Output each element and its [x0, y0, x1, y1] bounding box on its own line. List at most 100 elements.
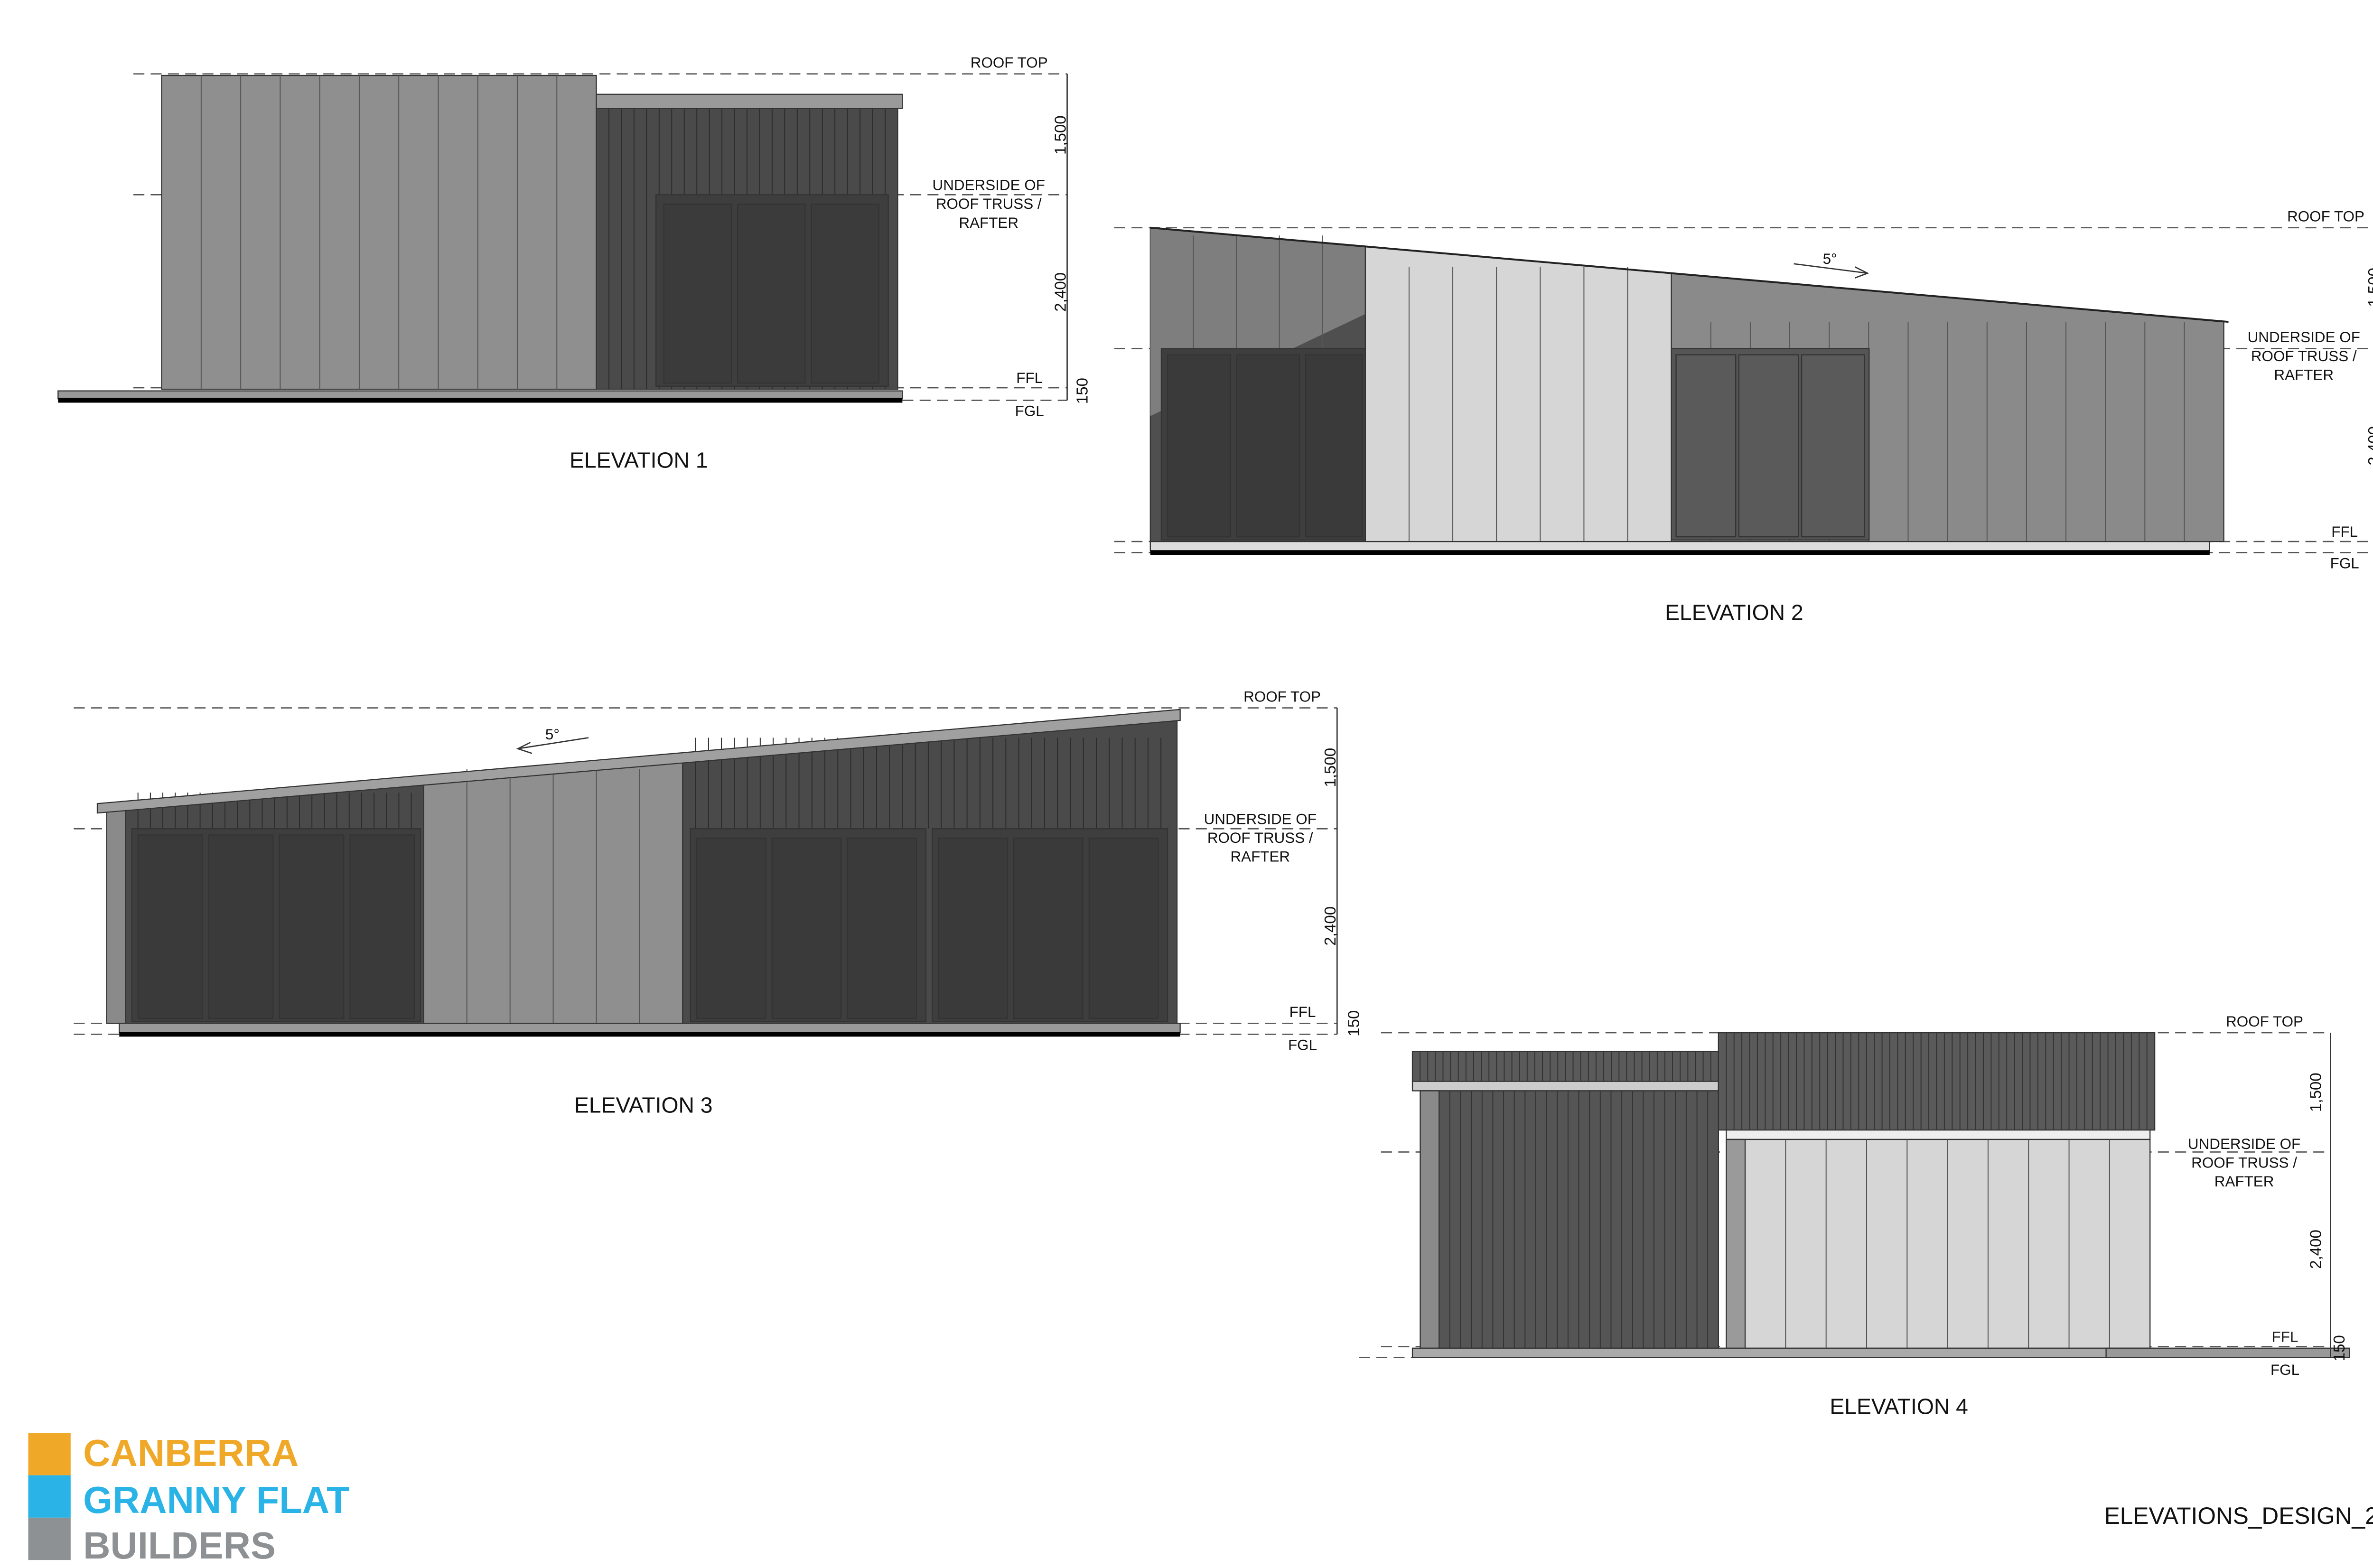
- dimension-1500: 1,500: [1322, 748, 1339, 787]
- underside-label: UNDERSIDE OF: [933, 177, 1045, 193]
- door-pane: [811, 204, 879, 384]
- drawing-id: ELEVATIONS_DESIGN_210: [2104, 1503, 2373, 1529]
- door-pane: [847, 837, 917, 1019]
- pitch-arrow: [1794, 263, 1868, 274]
- window-pane: [1738, 354, 1799, 538]
- cladding-ribs: [1449, 1091, 1709, 1350]
- cladding-joints: [1785, 1139, 2110, 1350]
- wall-panel-light: [1726, 1139, 2151, 1351]
- underside-label: RAFTER: [2274, 367, 2334, 383]
- dimension-2400: 2,400: [2365, 426, 2373, 466]
- wall-return: [1726, 1139, 1746, 1351]
- door-pane: [1013, 837, 1084, 1019]
- underside-label: ROOF TRUSS /: [1207, 830, 1313, 846]
- gutter: [1411, 1081, 1719, 1092]
- elevation-title: ELEVATION 1: [570, 448, 708, 473]
- door-pane: [737, 204, 806, 384]
- door-pane: [1088, 837, 1159, 1019]
- window-pane: [279, 834, 345, 1019]
- door-pane: [938, 837, 1009, 1019]
- underside-label: RAFTER: [1230, 849, 1290, 865]
- dimension-2400: 2,400: [2308, 1230, 2325, 1269]
- pitch-label: 5°: [545, 726, 560, 743]
- ffl-label: FFL: [2331, 523, 2358, 540]
- dimension-1500: 1,500: [1052, 115, 1069, 155]
- roof-line: [1150, 226, 2229, 323]
- underside-label: ROOF TRUSS /: [2251, 348, 2357, 364]
- roof-fascia: [596, 93, 903, 109]
- window-pane: [1167, 354, 1231, 538]
- roof-top-label: ROOF TOP: [971, 54, 1048, 71]
- roof-corrugations: [1726, 1033, 2148, 1130]
- roof-fascia: [96, 709, 1181, 814]
- window-pane: [1675, 354, 1737, 538]
- logo-square-blue: [28, 1475, 71, 1518]
- ffl-label: FFL: [1016, 370, 1043, 386]
- elevation-4: ROOF TOP UNDERSIDE OF ROOF TRUSS / RAFTE…: [1359, 1013, 2350, 1419]
- elevation-3: 5° ROOF TOP UNDERSIDE OF ROOF TRUSS / RA…: [74, 688, 1363, 1118]
- roof-corrugations: [1420, 1051, 1711, 1082]
- wall-return: [1420, 1090, 1440, 1351]
- slab: [1149, 541, 2210, 552]
- arrow-head-icon: [1854, 266, 1869, 279]
- logo-line-1: CANBERRA: [83, 1432, 299, 1474]
- cladding-joints: [1408, 267, 1628, 542]
- fgl-label: FGL: [1288, 1036, 1317, 1053]
- door-pane: [696, 837, 766, 1019]
- elevation-title: ELEVATION 2: [1665, 600, 1803, 625]
- underside-label: ROOF TRUSS /: [936, 196, 1042, 212]
- elevation-1: ROOF TOP UNDERSIDE OF ROOF TRUSS / RAFTE…: [57, 54, 1092, 473]
- underside-label: ROOF TRUSS /: [2191, 1154, 2297, 1171]
- wall-return: [106, 804, 126, 1024]
- fgl-label: FGL: [1015, 403, 1044, 420]
- window-pane: [208, 834, 274, 1019]
- pitch-label: 5°: [1823, 251, 1837, 267]
- gutter: [1726, 1129, 2151, 1140]
- arrow-head-icon: [516, 742, 533, 754]
- dimension-2400: 2,400: [1052, 272, 1069, 312]
- window-pane: [1305, 354, 1363, 538]
- wall-panel-left: [161, 75, 597, 390]
- logo-square-orange: [28, 1433, 71, 1475]
- wall-panel-dark: [1420, 1090, 1719, 1351]
- door-pane: [663, 204, 732, 384]
- dimension-2400: 2,400: [1322, 906, 1339, 946]
- dimension-1500: 1,500: [2365, 268, 2373, 307]
- underside-label: UNDERSIDE OF: [2188, 1136, 2300, 1152]
- underside-label: RAFTER: [959, 215, 1018, 231]
- slab: [119, 1023, 1181, 1034]
- window-pane: [1801, 354, 1865, 538]
- roof-top-label: ROOF TOP: [2226, 1013, 2303, 1030]
- underside-label: UNDERSIDE OF: [1204, 811, 1317, 827]
- ffl-label: FFL: [1289, 1004, 1316, 1020]
- wall-panel-light: [1364, 246, 1672, 542]
- cladding-joints: [200, 75, 558, 390]
- logo-line-2: GRANNY FLAT: [83, 1479, 349, 1521]
- window-pane: [349, 834, 415, 1019]
- company-logo: CANBERRA GRANNY FLAT BUILDERS: [28, 1432, 350, 1567]
- dimension-150: 150: [1074, 378, 1092, 404]
- elevation-title: ELEVATION 3: [574, 1093, 713, 1118]
- slab: [57, 390, 903, 400]
- roof-top-label: ROOF TOP: [2287, 208, 2364, 225]
- underside-label: UNDERSIDE OF: [2248, 329, 2360, 345]
- elevation-2: 5° ROOF TOP UNDERSIDE OF ROOF TRUSS / RA…: [1114, 208, 2373, 625]
- window-pane: [137, 834, 203, 1019]
- cladding-ribs: [137, 793, 412, 829]
- fgl-label: FGL: [2270, 1362, 2299, 1378]
- underside-label: RAFTER: [2214, 1173, 2274, 1190]
- cladding-joints: [466, 769, 640, 1024]
- dimension-150: 150: [2331, 1335, 2348, 1361]
- elevation-title: ELEVATION 4: [1830, 1394, 1968, 1419]
- pitch-arrow: [518, 737, 589, 749]
- door-pane: [771, 837, 842, 1019]
- dimension-150: 150: [1345, 1010, 1363, 1036]
- slab: [1411, 1347, 2156, 1358]
- roof-top-label: ROOF TOP: [1243, 688, 1321, 705]
- logo-square-grey: [28, 1517, 71, 1560]
- logo-line-3: BUILDERS: [83, 1524, 276, 1567]
- ffl-label: FFL: [2272, 1329, 2298, 1345]
- path-slab: [2105, 1347, 2350, 1358]
- window-pane: [1236, 354, 1300, 538]
